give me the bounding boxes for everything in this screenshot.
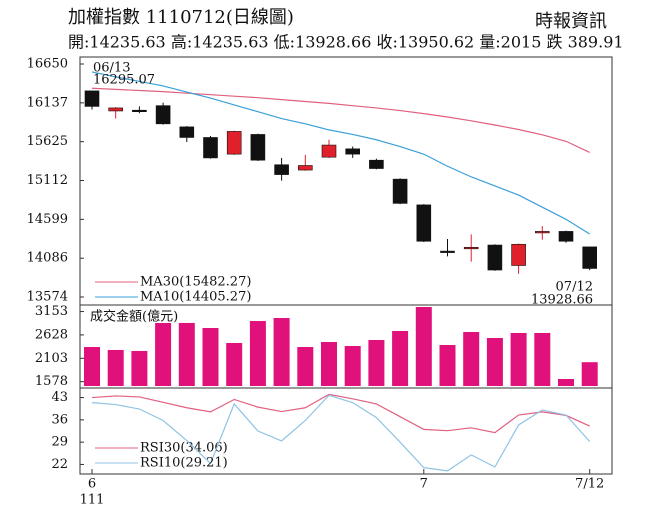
candle-body bbox=[203, 137, 218, 159]
y-tick-label: 22 bbox=[51, 457, 68, 472]
volume-bar bbox=[392, 330, 409, 386]
volume-bar bbox=[297, 347, 314, 386]
frame bbox=[79, 56, 613, 475]
y-tick-label: 2628 bbox=[35, 327, 68, 342]
candle-body bbox=[226, 131, 242, 155]
candle-body bbox=[155, 105, 171, 125]
x-tick-label: 7 bbox=[420, 477, 428, 492]
y-tick-label: 16137 bbox=[27, 95, 68, 110]
candle-body bbox=[392, 178, 408, 204]
candle-body bbox=[558, 231, 574, 242]
x-tick-label: 6 bbox=[88, 477, 96, 492]
candle-body bbox=[179, 126, 195, 138]
volume-bar bbox=[510, 332, 527, 386]
candle-body bbox=[440, 250, 455, 253]
volume-bar bbox=[534, 332, 551, 386]
y-tick-label: 15112 bbox=[27, 173, 68, 188]
volume-bar bbox=[226, 343, 243, 386]
series-line bbox=[91, 71, 591, 235]
y-tick-label: 13574 bbox=[27, 290, 68, 305]
y-tick-label: 16650 bbox=[27, 57, 68, 72]
candle-body bbox=[108, 107, 123, 112]
volume-bar bbox=[415, 307, 432, 386]
y-tick-label: 14086 bbox=[27, 251, 68, 266]
volume-bar bbox=[249, 321, 266, 386]
volume-bar bbox=[107, 349, 124, 386]
candle-body bbox=[487, 244, 503, 271]
volume-bar bbox=[321, 341, 337, 386]
volume-bar bbox=[486, 337, 503, 386]
volume-bar bbox=[463, 332, 480, 386]
annotation-value: 16295.07 bbox=[93, 73, 155, 88]
quote-info: 開:14235.63 高:14235.63 低:13928.66 收:13950… bbox=[68, 33, 624, 52]
y-tick-label: 43 bbox=[51, 390, 68, 405]
candle-body bbox=[369, 159, 384, 169]
candle-body bbox=[274, 164, 289, 175]
volume-bar bbox=[155, 322, 172, 386]
y-tick-label: 29 bbox=[51, 435, 68, 450]
y-tick-label: 15625 bbox=[27, 134, 68, 149]
annotation-date: 06/13 bbox=[93, 61, 130, 76]
candle-body bbox=[297, 165, 313, 171]
candle-body bbox=[463, 247, 479, 250]
source: 時報資訊 bbox=[535, 11, 607, 32]
y-tick-label: 3153 bbox=[35, 304, 68, 319]
candle-body bbox=[132, 109, 147, 113]
annotation-value: 13928.66 bbox=[531, 293, 593, 308]
series-line bbox=[91, 393, 590, 434]
volume-bar bbox=[178, 322, 195, 386]
candle-body bbox=[250, 134, 266, 161]
candle-body bbox=[84, 90, 100, 107]
volume-bar bbox=[581, 362, 598, 386]
x-sublabel: 111 bbox=[80, 493, 105, 508]
y-tick-label: 1578 bbox=[35, 374, 68, 389]
volume-bar bbox=[84, 347, 100, 386]
series-line bbox=[91, 87, 590, 153]
candle-body bbox=[321, 144, 337, 158]
y-tick-label: 2103 bbox=[35, 351, 68, 366]
volume-bar bbox=[558, 379, 574, 386]
annotation-date: 07/12 bbox=[556, 280, 593, 295]
legend-label: RSI30(34.06) bbox=[140, 441, 228, 456]
candle-body bbox=[416, 204, 432, 242]
volume-bar bbox=[439, 345, 456, 386]
panel-title: 成交金額(億元) bbox=[90, 309, 178, 325]
volume-bar bbox=[131, 350, 148, 386]
legend-label: MA10(14405.27) bbox=[140, 290, 251, 305]
candle-body bbox=[511, 243, 526, 266]
candle-body bbox=[345, 148, 361, 155]
chart-title: 加權指數 1110712(日線圖) bbox=[68, 7, 294, 28]
legend-label: MA30(15482.27) bbox=[140, 275, 251, 290]
x-tick-label: 7/12 bbox=[575, 477, 604, 492]
volume-bar bbox=[368, 339, 385, 386]
y-tick-label: 14599 bbox=[27, 212, 68, 227]
volume-bar bbox=[202, 328, 219, 386]
y-tick-label: 36 bbox=[51, 412, 68, 427]
volume-bar bbox=[273, 317, 290, 386]
series-line bbox=[91, 394, 591, 472]
legend-label: RSI10(29.21) bbox=[140, 456, 228, 471]
candle-body bbox=[582, 246, 598, 269]
candle-body bbox=[534, 231, 550, 234]
volume-bar bbox=[344, 345, 361, 386]
